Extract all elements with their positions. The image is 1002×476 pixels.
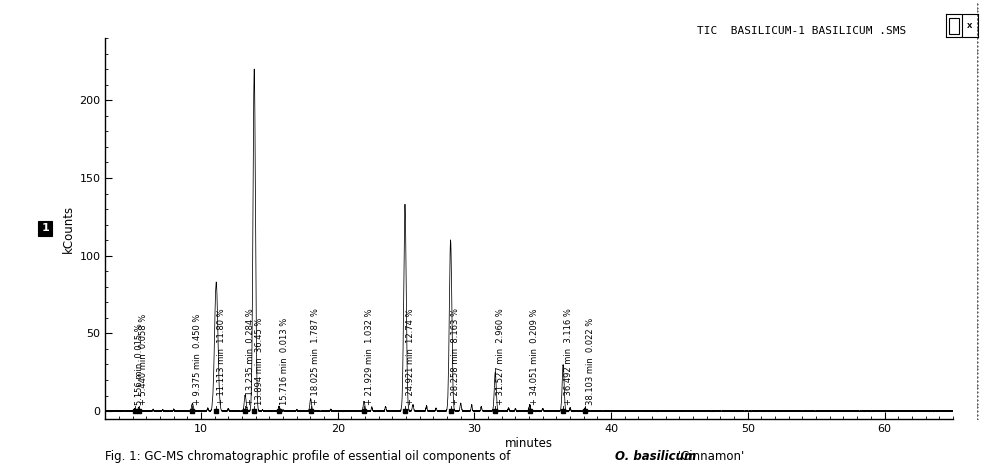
Text: + 36.492 min  3.116 %: + 36.492 min 3.116 %: [563, 308, 572, 405]
Text: O. basilicum: O. basilicum: [614, 450, 695, 463]
Text: 'Cinnamon': 'Cinnamon': [673, 450, 743, 463]
Text: + 5.440 min  0.058 %: + 5.440 min 0.058 %: [139, 314, 148, 405]
Text: + 11.113 min  11.80 %: + 11.113 min 11.80 %: [216, 308, 225, 405]
Text: 1: 1: [41, 223, 49, 234]
Text: TIC  BASILICUM-1 BASILICUM .SMS: TIC BASILICUM-1 BASILICUM .SMS: [696, 26, 906, 36]
X-axis label: minutes: minutes: [505, 436, 552, 449]
Text: 5.156 min  0.015 %: 5.156 min 0.015 %: [135, 323, 144, 405]
Text: 13.894 min  36.45 %: 13.894 min 36.45 %: [255, 317, 264, 405]
Text: 15.716 min  0.013 %: 15.716 min 0.013 %: [280, 317, 289, 405]
Text: 38.103 min  0.022 %: 38.103 min 0.022 %: [585, 317, 594, 405]
Bar: [948, 18, 958, 34]
Text: X: X: [966, 23, 972, 29]
Text: Fig. 1: GC-MS chromatographic profile of essential oil components of: Fig. 1: GC-MS chromatographic profile of…: [105, 450, 514, 463]
Text: + 31.527 min  2.960 %: + 31.527 min 2.960 %: [495, 308, 504, 405]
Text: + 18.025 min  1.787 %: + 18.025 min 1.787 %: [311, 308, 320, 405]
Text: + 34.051 min  0.209 %: + 34.051 min 0.209 %: [530, 308, 539, 405]
Text: + 9.375 min  0.450 %: + 9.375 min 0.450 %: [193, 314, 202, 405]
Y-axis label: kCounts: kCounts: [62, 204, 75, 253]
Text: + 28.258 min  8.163 %: + 28.258 min 8.163 %: [451, 308, 460, 405]
Text: + 24.921 min  12.74 %: + 24.921 min 12.74 %: [405, 308, 414, 405]
Text: + 21.929 min  1.032 %: + 21.929 min 1.032 %: [365, 308, 374, 405]
Text: + 13.235 min  0.284 %: + 13.235 min 0.284 %: [245, 308, 255, 405]
